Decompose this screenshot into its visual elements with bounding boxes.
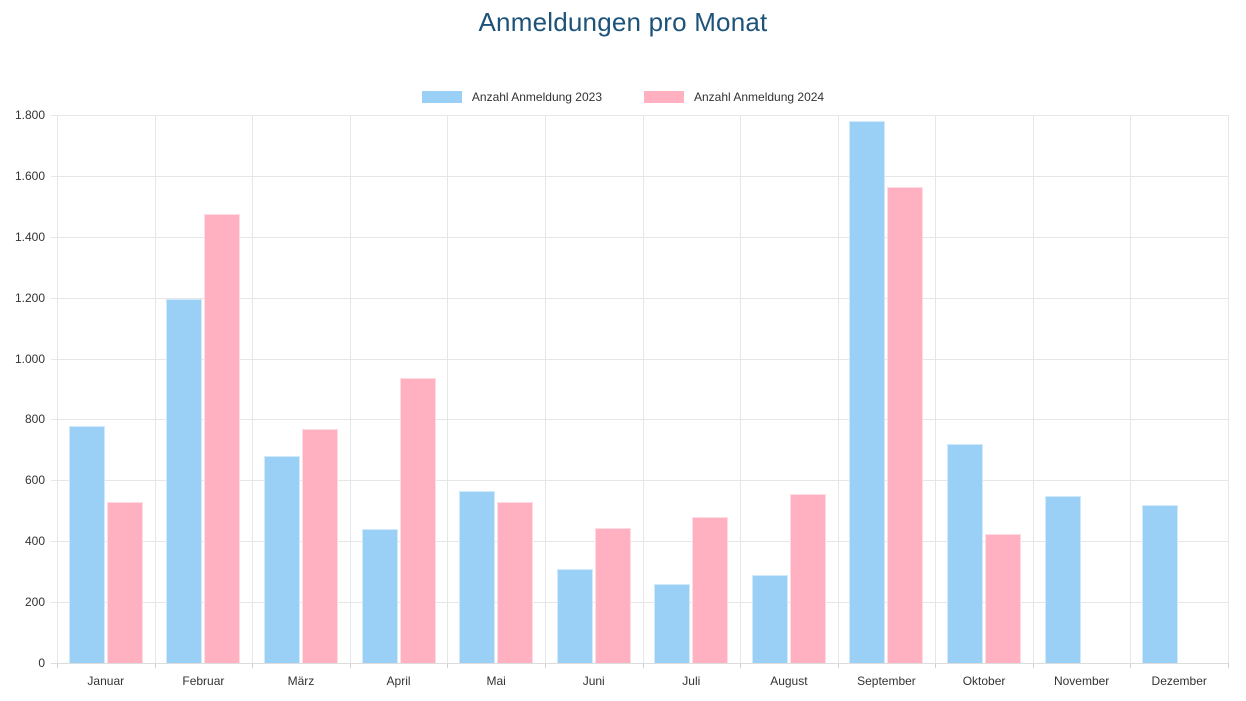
x-gridline — [544, 115, 546, 663]
x-gridline — [447, 115, 449, 663]
legend-swatch-2024 — [644, 91, 684, 103]
bar-2023-april[interactable] — [361, 529, 398, 663]
x-axis-line — [51, 663, 1228, 664]
x-gridline — [837, 115, 839, 663]
bar-2023-marz[interactable] — [263, 455, 300, 663]
y-axis-label-1.400: 1.400 — [14, 229, 45, 244]
y-gridline-1.000 — [51, 358, 1228, 360]
y-gridline-1.400 — [51, 236, 1228, 238]
legend-label-2023: Anzahl Anmeldung 2023 — [471, 90, 602, 104]
bar-2023-juli[interactable] — [654, 583, 691, 663]
x-gridline — [154, 115, 156, 663]
chart-title: Anmeldungen pro Monat — [478, 7, 768, 37]
x-tick-mark — [740, 663, 742, 668]
bar-2023-februar[interactable] — [166, 299, 203, 663]
y-axis-label-200: 200 — [24, 595, 45, 610]
chart-legend: Anzahl Anmeldung 2023 Anzahl Anmeldung 2… — [0, 90, 1246, 104]
x-tick-mark — [57, 663, 58, 668]
x-tick-mark — [837, 663, 839, 668]
bar-2023-november[interactable] — [1044, 495, 1081, 663]
x-axis-label-marz: März — [287, 674, 315, 688]
x-tick-mark — [447, 663, 449, 668]
bar-2024-marz[interactable] — [301, 428, 338, 663]
x-axis-label-november: November — [1053, 674, 1110, 688]
bar-2023-oktober[interactable] — [947, 443, 984, 663]
y-axis-label-1.600: 1.600 — [14, 168, 45, 183]
bar-2023-dezember[interactable] — [1142, 504, 1179, 663]
x-gridline — [1228, 115, 1229, 663]
x-axis-label-dezember: Dezember — [1151, 674, 1207, 688]
x-gridline — [935, 115, 937, 663]
x-tick-mark — [252, 663, 254, 668]
y-axis-label-1.800: 1.800 — [14, 108, 45, 122]
bar-2024-juli[interactable] — [692, 516, 729, 663]
bar-2024-februar[interactable] — [204, 213, 241, 663]
y-gridline-800 — [51, 419, 1228, 421]
x-tick-mark — [1228, 663, 1229, 668]
y-gridline-1.800 — [51, 115, 1228, 116]
bar-2023-juni[interactable] — [556, 568, 593, 663]
bar-2024-august[interactable] — [789, 494, 826, 663]
legend-label-2024: Anzahl Anmeldung 2024 — [694, 90, 825, 104]
x-gridline — [349, 115, 351, 663]
y-axis-label-800: 800 — [24, 412, 45, 427]
bar-2024-september[interactable] — [887, 186, 924, 663]
x-gridline — [252, 115, 254, 663]
x-axis-label-september: September — [857, 674, 916, 688]
y-gridline-600 — [51, 480, 1228, 482]
x-axis-label-juni: Juni — [582, 674, 605, 688]
x-tick-mark — [935, 663, 937, 668]
y-gridline-400 — [51, 541, 1228, 543]
x-tick-mark — [642, 663, 644, 668]
y-axis-label-0: 0 — [38, 656, 45, 670]
bar-2024-januar[interactable] — [106, 501, 143, 663]
x-axis-label-januar: Januar — [87, 674, 125, 688]
y-gridline-200 — [51, 602, 1228, 604]
x-tick-mark — [349, 663, 351, 668]
bar-2024-april[interactable] — [399, 378, 436, 663]
y-gridline-1.600 — [51, 175, 1228, 177]
x-axis-label-juli: Juli — [682, 674, 701, 688]
x-tick-mark — [1032, 663, 1034, 668]
x-gridline — [1130, 115, 1132, 663]
x-tick-mark — [1130, 663, 1132, 668]
x-tick-mark — [544, 663, 546, 668]
x-axis-label-august: August — [770, 674, 808, 688]
y-axis-label-400: 400 — [24, 534, 45, 549]
y-axis-label-1.200: 1.200 — [14, 290, 45, 305]
x-axis-label-april: April — [386, 674, 411, 688]
x-axis-label-mai: Mai — [486, 674, 506, 688]
x-tick-mark — [154, 663, 156, 668]
x-axis-label-oktober: Oktober — [962, 674, 1006, 688]
y-gridline-1.200 — [51, 297, 1228, 299]
x-gridline — [642, 115, 644, 663]
legend-item-2024[interactable]: Anzahl Anmeldung 2024 — [644, 90, 824, 104]
y-axis-label-600: 600 — [24, 473, 45, 488]
bar-2023-september[interactable] — [849, 121, 886, 663]
bar-2024-oktober[interactable] — [985, 533, 1022, 663]
x-gridline — [57, 115, 58, 663]
legend-item-2023[interactable]: Anzahl Anmeldung 2023 — [421, 90, 602, 104]
x-gridline — [740, 115, 742, 663]
y-axis-label-1.000: 1.000 — [14, 351, 45, 366]
bar-2023-august[interactable] — [751, 574, 788, 663]
bar-2024-juni[interactable] — [594, 527, 631, 663]
bar-2023-januar[interactable] — [68, 425, 105, 663]
x-axis-label-februar: Februar — [182, 674, 225, 688]
x-gridline — [1032, 115, 1034, 663]
bar-2024-mai[interactable] — [497, 501, 534, 663]
bar-2023-mai[interactable] — [459, 490, 496, 663]
legend-swatch-2023 — [421, 91, 462, 103]
